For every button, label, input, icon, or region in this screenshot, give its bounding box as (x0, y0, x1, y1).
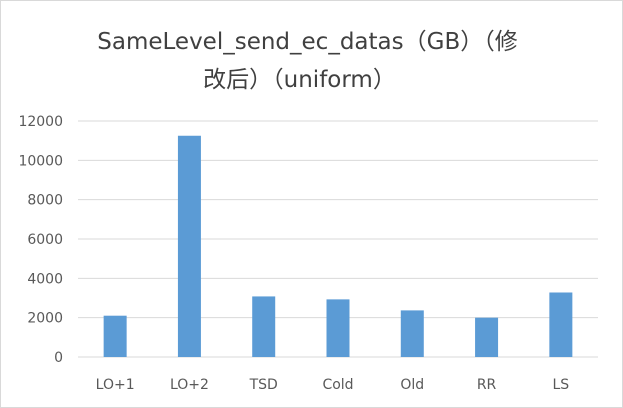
y-tick-label: 0 (54, 350, 63, 366)
y-tick-label: 8000 (27, 193, 63, 209)
bar (177, 135, 201, 357)
y-tick-label: 4000 (27, 271, 63, 287)
chart-title-line1: SameLevel_send_ec_datas（GB）（修 (97, 29, 518, 55)
x-tick-label: LO+2 (170, 377, 209, 393)
x-tick-label: LO+1 (96, 377, 135, 393)
y-tick-label: 12000 (18, 114, 63, 130)
y-tick-label: 2000 (27, 311, 63, 327)
bar (400, 310, 424, 357)
bar (326, 299, 350, 357)
x-tick-label: Old (400, 377, 424, 393)
bar (549, 292, 573, 357)
y-tick-label: 10000 (18, 153, 63, 169)
chart-title-line2: 改后）（uniform） (203, 67, 396, 93)
y-tick-label: 6000 (27, 232, 63, 248)
bar (475, 317, 499, 357)
x-tick-label: TSD (249, 377, 278, 393)
bar (252, 296, 276, 357)
x-tick-label: RR (477, 377, 497, 393)
x-tick-label: Cold (322, 377, 353, 393)
x-tick-label: LS (553, 377, 570, 393)
bar (103, 315, 127, 357)
